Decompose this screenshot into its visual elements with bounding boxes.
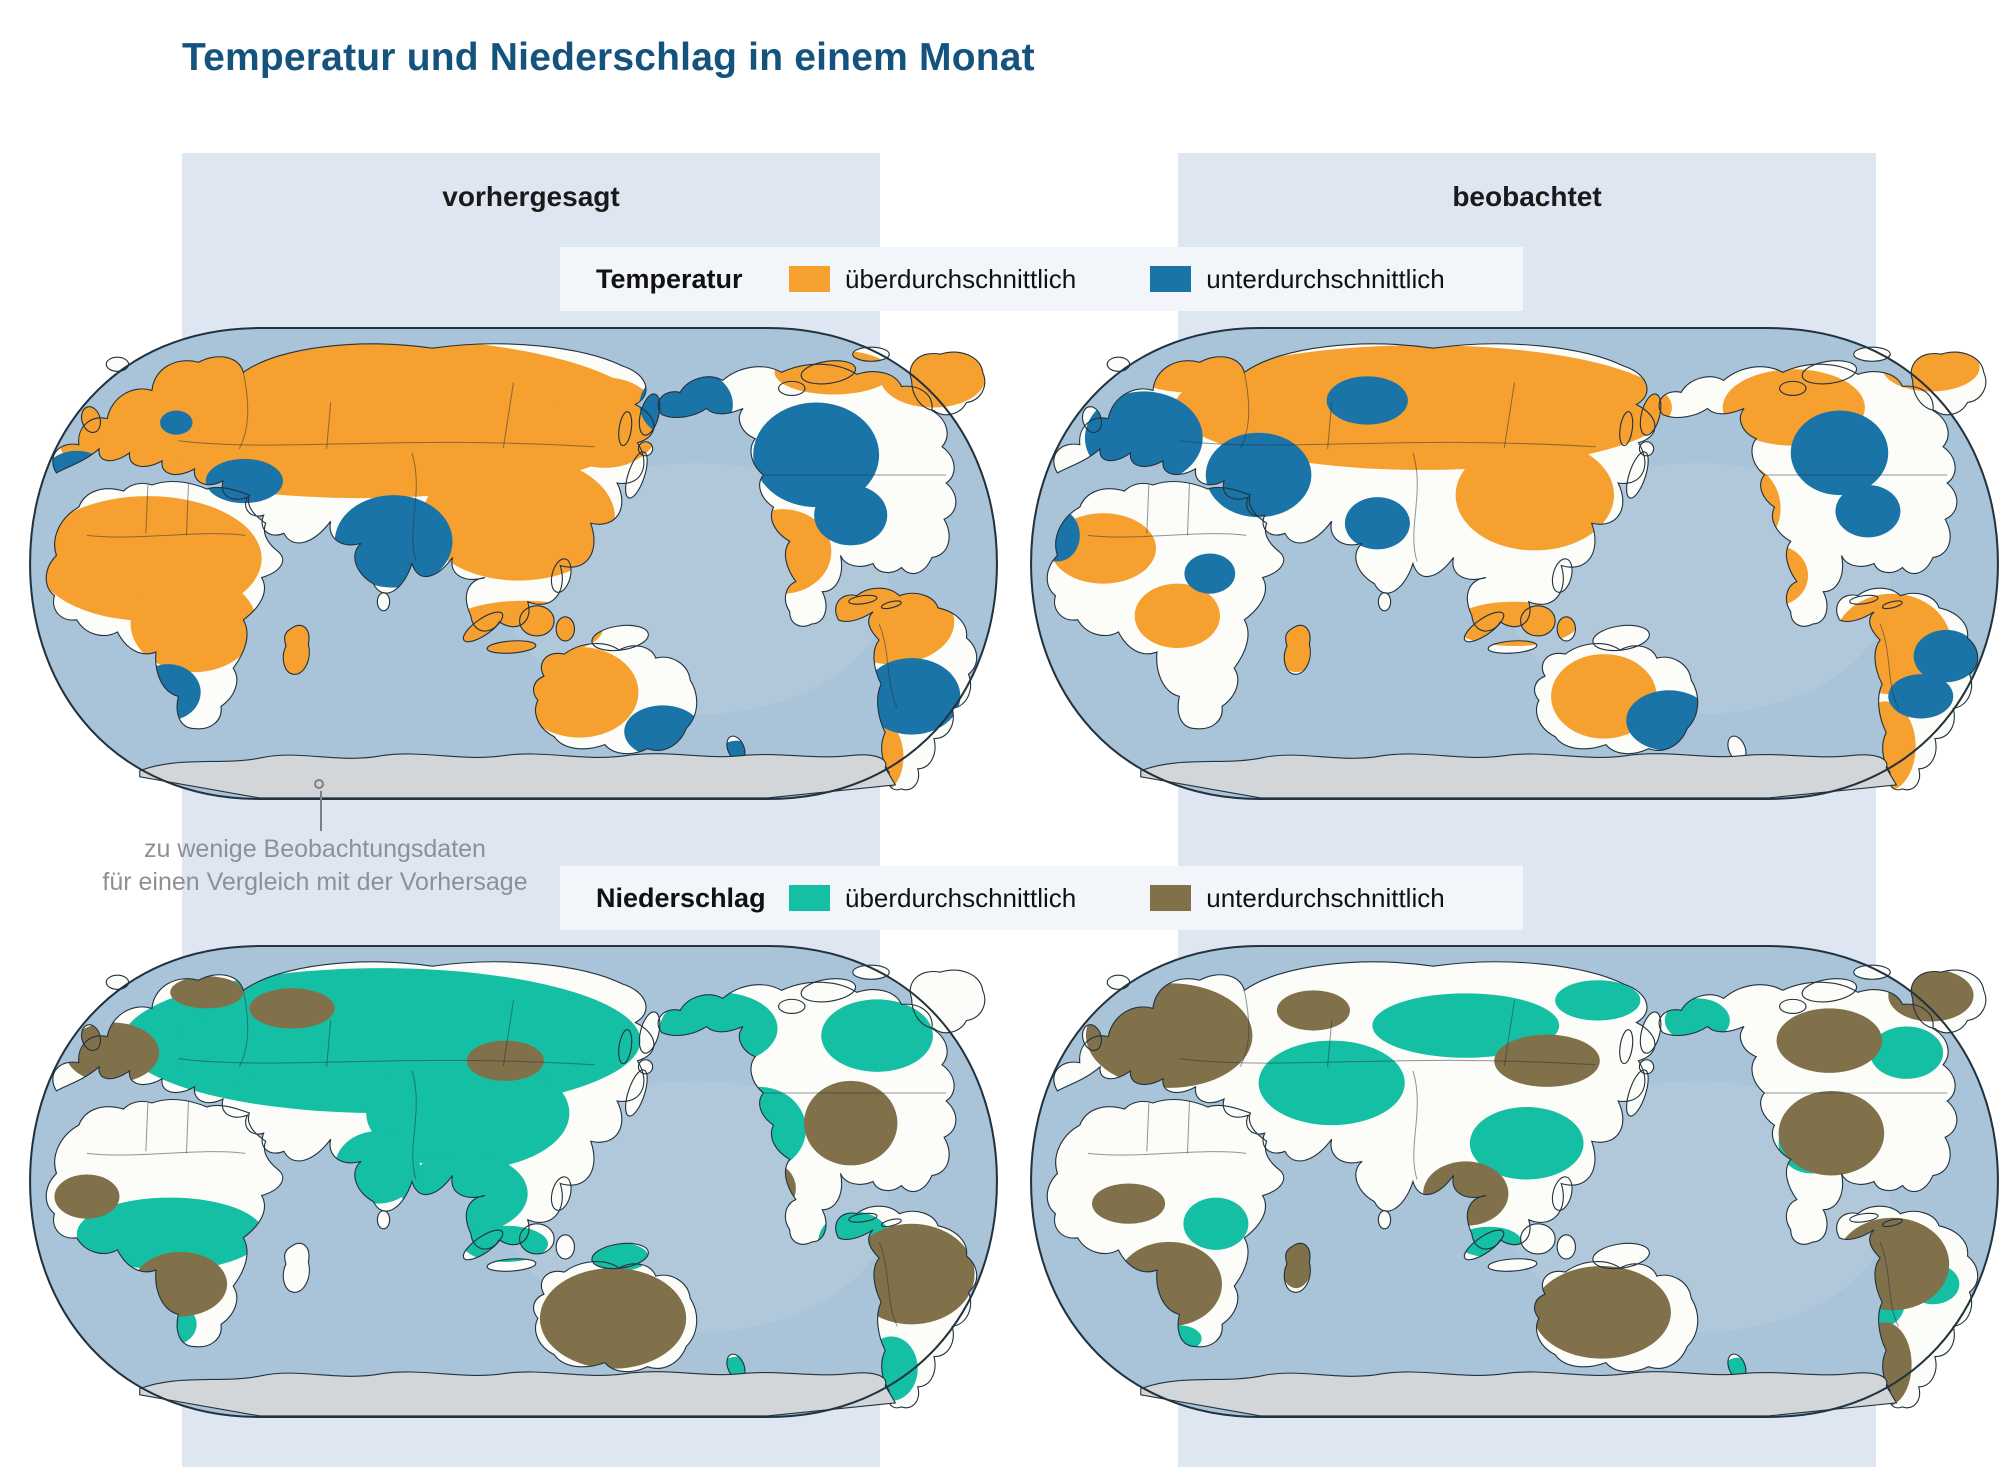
precipitation-above-label: überdurchschnittlich [845, 882, 1077, 913]
annotation-line2: für einen Vergleich mit der Vorhersage [102, 868, 528, 896]
antarctica [1140, 753, 1897, 799]
precipitation-legend: Niederschlag überdurchschnittlich unterd… [560, 866, 1523, 930]
precipitation-above-swatch [789, 885, 830, 911]
country-borders [86, 372, 947, 709]
anomaly-patches [46, 343, 985, 790]
temperature-legend-category: Temperatur [596, 263, 743, 294]
column-header-observed: beobachtet [1452, 181, 1602, 212]
precipitation-above-item: überdurchschnittlich [789, 883, 1076, 914]
annotation-leader-line [320, 791, 322, 831]
antarctica [139, 1371, 896, 1417]
temperature-above-swatch [789, 266, 830, 292]
antarctica [1140, 1371, 1897, 1417]
map-temperature-observed [1027, 322, 2000, 805]
country-borders [1087, 372, 1948, 709]
temperature-below-item: unterdurchschnittlich [1150, 263, 1445, 295]
map-temperature-predicted [26, 322, 1001, 805]
page-title: Temperatur und Niederschlag in einem Mon… [182, 36, 1035, 79]
world-map-svg [29, 327, 998, 800]
map-precipitation-predicted [26, 940, 1001, 1423]
column-header-predicted: vorhergesagt [442, 181, 620, 212]
precipitation-below-item: unterdurchschnittlich [1150, 882, 1445, 914]
precipitation-legend-category: Niederschlag [596, 882, 766, 913]
temperature-above-label: überdurchschnittlich [845, 263, 1077, 294]
precipitation-below-label: unterdurchschnittlich [1206, 882, 1445, 913]
antarctica [139, 753, 896, 799]
world-map-svg [29, 945, 998, 1418]
country-borders [86, 990, 947, 1327]
map-precipitation-observed [1027, 940, 2000, 1423]
world-map-svg [1030, 945, 1999, 1418]
precipitation-below-swatch [1150, 885, 1192, 911]
annotation-note: zu wenige Beobachtungsdaten für einen Ve… [70, 833, 560, 899]
temperature-below-label: unterdurchschnittlich [1206, 263, 1445, 294]
annotation-line1: zu wenige Beobachtungsdaten [144, 835, 486, 863]
temperature-above-item: überdurchschnittlich [789, 264, 1076, 295]
world-map-svg [1030, 327, 1999, 800]
temperature-below-swatch [1150, 266, 1192, 292]
annotation-leader-dot [314, 779, 324, 789]
country-borders [1087, 990, 1948, 1327]
temperature-legend: Temperatur überdurchschnittlich unterdur… [560, 247, 1523, 311]
